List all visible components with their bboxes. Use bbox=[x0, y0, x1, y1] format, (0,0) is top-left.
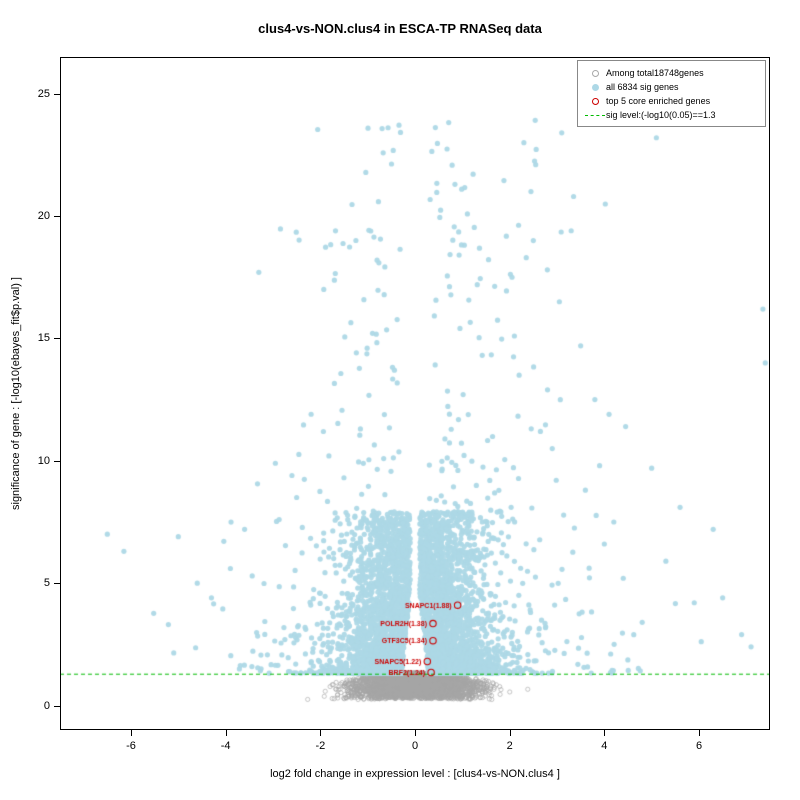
x-tick-label: -4 bbox=[220, 740, 231, 752]
legend-marker-line bbox=[584, 114, 606, 116]
legend-label: top 5 core enriched genes bbox=[606, 96, 711, 106]
x-axis-label: log2 fold change in expression level : [… bbox=[270, 768, 560, 780]
y-tick-mark bbox=[54, 216, 60, 218]
legend-item: Among total18748genes bbox=[584, 66, 759, 80]
y-tick-mark bbox=[54, 705, 60, 707]
x-tick-mark bbox=[415, 730, 416, 736]
legend-marker-circle bbox=[584, 69, 606, 77]
chart-title: clus4-vs-NON.clus4 in ESCA-TP RNASeq dat… bbox=[258, 21, 542, 36]
y-tick-mark bbox=[54, 93, 60, 95]
x-tick-mark bbox=[320, 730, 322, 736]
y-tick-mark bbox=[54, 338, 60, 340]
y-tick-label: 15 bbox=[37, 332, 50, 345]
legend: Among total18748genes all 6834 sig genes t… bbox=[577, 60, 766, 127]
y-tick-mark bbox=[54, 583, 60, 585]
x-tick-label: 0 bbox=[411, 740, 419, 752]
y-axis-label: significance of gene : [-log10(ebayes_fi… bbox=[10, 277, 22, 510]
plot-canvas bbox=[60, 57, 770, 730]
filled-circle-icon bbox=[591, 83, 599, 91]
x-tick-label: 2 bbox=[506, 740, 513, 752]
x-tick-mark bbox=[509, 730, 511, 736]
x-tick-mark bbox=[225, 730, 227, 736]
legend-marker-circle bbox=[584, 83, 606, 91]
y-tick-mark bbox=[54, 460, 60, 462]
x-tick-label: 6 bbox=[695, 740, 703, 752]
open-circle-icon bbox=[591, 69, 599, 77]
y-tick-label: 10 bbox=[37, 454, 50, 467]
y-tick-label: 20 bbox=[37, 210, 50, 223]
legend-marker-circle bbox=[584, 97, 606, 105]
x-tick-mark bbox=[131, 730, 132, 736]
x-tick-mark bbox=[604, 730, 606, 736]
y-tick-label: 0 bbox=[43, 699, 50, 712]
y-tick-label: 5 bbox=[43, 577, 50, 590]
legend-label: all 6834 sig genes bbox=[606, 82, 679, 92]
sig-level-line-icon bbox=[585, 114, 605, 116]
legend-label: Among total18748genes bbox=[606, 68, 704, 78]
legend-item: sig level:(-log10(0.05)==1.3 bbox=[584, 108, 759, 122]
open-circle-icon bbox=[591, 97, 599, 105]
y-tick-label: 25 bbox=[37, 87, 50, 100]
legend-label: sig level:(-log10(0.05)==1.3 bbox=[606, 110, 716, 120]
legend-item: top 5 core enriched genes bbox=[584, 94, 759, 108]
x-tick-mark bbox=[699, 730, 700, 736]
x-tick-label: -2 bbox=[315, 740, 326, 752]
x-tick-label: 4 bbox=[601, 740, 608, 752]
legend-item: all 6834 sig genes bbox=[584, 80, 759, 94]
x-tick-label: -6 bbox=[126, 740, 136, 752]
